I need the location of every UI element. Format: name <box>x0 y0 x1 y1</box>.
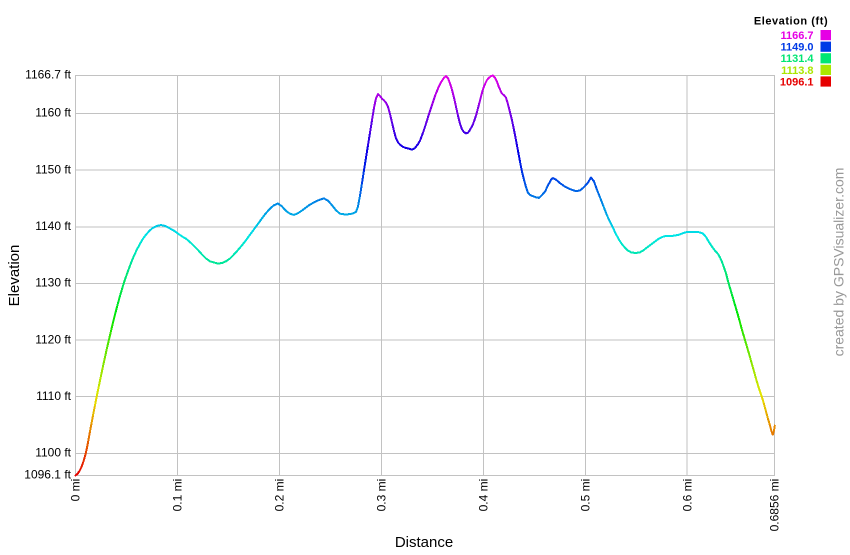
svg-text:1131.4: 1131.4 <box>780 53 814 65</box>
svg-text:0.5 mi: 0.5 mi <box>579 479 593 512</box>
svg-text:1130 ft: 1130 ft <box>35 276 71 290</box>
svg-text:0.6 mi: 0.6 mi <box>680 479 694 512</box>
svg-text:0.2 mi: 0.2 mi <box>273 479 287 512</box>
svg-text:Elevation: Elevation <box>6 245 23 307</box>
svg-text:1113.8: 1113.8 <box>781 65 813 77</box>
svg-text:0 mi: 0 mi <box>69 479 83 502</box>
svg-text:0.1 mi: 0.1 mi <box>171 479 185 512</box>
svg-text:1140 ft: 1140 ft <box>35 219 71 233</box>
svg-text:0.3 mi: 0.3 mi <box>375 479 389 512</box>
svg-text:1160 ft: 1160 ft <box>35 106 71 120</box>
svg-text:1149.0: 1149.0 <box>780 42 813 54</box>
svg-text:0.4 mi: 0.4 mi <box>477 479 491 512</box>
svg-text:1120 ft: 1120 ft <box>35 332 71 346</box>
svg-text:1096.1 ft: 1096.1 ft <box>24 468 71 482</box>
svg-text:1166.7: 1166.7 <box>780 30 813 42</box>
svg-text:1100 ft: 1100 ft <box>35 446 71 460</box>
svg-text:Elevation (ft): Elevation (ft) <box>754 16 828 28</box>
svg-text:0.6856 mi: 0.6856 mi <box>768 479 782 532</box>
svg-text:Distance: Distance <box>395 534 453 550</box>
svg-text:1096.1: 1096.1 <box>780 76 814 88</box>
svg-text:1110 ft: 1110 ft <box>36 389 72 403</box>
svg-text:1150 ft: 1150 ft <box>35 162 71 176</box>
svg-text:1166.7 ft: 1166.7 ft <box>25 68 71 82</box>
svg-text:created by GPSVisualizer.com: created by GPSVisualizer.com <box>831 168 847 357</box>
